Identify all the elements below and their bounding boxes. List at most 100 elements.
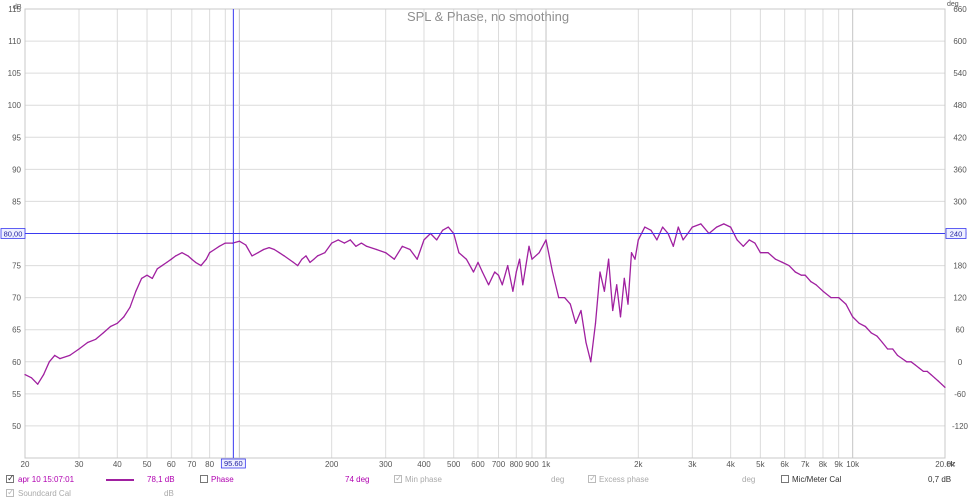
data-point: [324, 252, 326, 254]
spl-series: [24, 223, 946, 388]
data-point: [531, 258, 533, 260]
mic-cal-checkbox[interactable]: [781, 475, 789, 483]
x-tick-label: 40: [113, 460, 122, 469]
y-tick-label: 50: [12, 422, 21, 431]
data-point: [195, 261, 197, 263]
data-point: [501, 284, 503, 286]
data-point: [273, 248, 275, 251]
data-point: [926, 370, 928, 372]
data-point: [677, 226, 679, 228]
min-phase-checkbox[interactable]: [394, 473, 403, 484]
data-point: [146, 274, 148, 276]
spl-phase-chart[interactable]: SPL & Phase, no smoothing 50556065707580…: [0, 0, 975, 469]
data-point: [551, 271, 554, 273]
excess-phase-unit: deg: [742, 475, 756, 484]
data-point: [465, 258, 467, 260]
soundcard-cal-unit: dB: [164, 489, 174, 498]
x-tick-label: 50: [143, 460, 152, 469]
data-point: [129, 306, 131, 308]
data-point: [59, 358, 61, 360]
data-point: [268, 247, 270, 249]
soundcard-cal-checkbox[interactable]: [6, 487, 15, 498]
y2-axis-ticks: -120 -60 0 60 120 180 240 300 360 420 480 540 600 660: [952, 5, 969, 431]
x-tick-label: 700: [492, 460, 506, 469]
data-point: [759, 252, 762, 254]
data-point: [151, 277, 153, 279]
min-phase-label: Min phase: [405, 475, 442, 484]
data-point: [109, 325, 112, 328]
x-tick-label: 2k: [634, 460, 643, 469]
data-point: [612, 309, 614, 312]
y-unit-label: dB: [13, 4, 22, 11]
y2-tick-label: 120: [953, 294, 967, 303]
data-point: [135, 290, 137, 292]
data-point: [360, 242, 362, 244]
crosshair-cursor[interactable]: 80,00 240 95.60: [0, 9, 967, 469]
data-point: [630, 252, 633, 254]
data-point: [906, 361, 908, 363]
data-point: [876, 335, 878, 337]
data-point: [95, 338, 97, 340]
x-tick-label: 800: [510, 460, 524, 469]
cursor-x-label: 95.60: [224, 459, 243, 468]
data-point: [864, 325, 867, 328]
data-point: [375, 248, 378, 251]
data-point: [852, 316, 854, 318]
y-tick-label: 115: [8, 5, 21, 14]
phase-value: 74 deg: [345, 475, 370, 484]
data-point: [822, 290, 824, 292]
legend-bar: apr 10 15:07:01 78,1 dB Phase 74 deg Min…: [0, 469, 975, 502]
data-point: [175, 255, 177, 257]
cursor-y2-label: 240: [950, 230, 963, 239]
y-tick-label: 70: [12, 294, 21, 303]
y2-tick-label: 60: [956, 326, 965, 335]
spl-color-swatch[interactable]: [106, 479, 134, 481]
data-point: [43, 374, 45, 376]
data-point: [191, 258, 193, 260]
x-tick-label: 70: [187, 460, 196, 469]
data-point: [349, 239, 351, 241]
data-point: [187, 255, 189, 257]
data-point: [263, 248, 265, 251]
data-point: [892, 348, 894, 350]
data-point: [569, 303, 571, 305]
data-point: [896, 354, 899, 356]
min-phase-unit: deg: [551, 475, 565, 484]
data-point: [788, 265, 790, 267]
data-point: [401, 245, 403, 247]
data-point: [205, 258, 207, 260]
y2-tick-label: 480: [953, 101, 967, 110]
data-point: [515, 271, 517, 273]
data-point: [800, 274, 802, 276]
data-point: [393, 258, 395, 260]
data-point: [481, 271, 483, 273]
data-point: [436, 239, 438, 241]
data-point: [69, 354, 71, 356]
data-point: [218, 245, 220, 247]
mic-cal-value: 0,7 dB: [928, 475, 952, 484]
data-point: [343, 242, 345, 244]
excess-phase-checkbox[interactable]: [588, 473, 597, 484]
data-point: [30, 377, 33, 379]
data-point: [930, 374, 932, 376]
data-point: [918, 367, 921, 369]
y-tick-label: 60: [12, 358, 21, 367]
data-point: [528, 245, 530, 247]
y-tick-label: 85: [12, 197, 21, 206]
x-tick-label: 200: [325, 460, 339, 469]
x-tick-label: 80: [205, 460, 214, 469]
cursor-y-box: [0, 228, 26, 239]
y2-tick-label: 180: [953, 262, 967, 271]
phase-checkbox[interactable]: [200, 475, 208, 483]
data-point: [650, 229, 652, 231]
data-point: [231, 242, 234, 244]
measurement-checkbox[interactable]: [6, 473, 15, 484]
data-point: [507, 265, 509, 267]
x-tick-label: 400: [417, 460, 431, 469]
data-point: [901, 358, 903, 360]
excess-phase-label: Excess phase: [599, 475, 649, 484]
x-tick-label: 9k: [834, 460, 843, 469]
x-tick-label: 20.0k: [935, 460, 956, 469]
legend-row-measurement: apr 10 15:07:01 78,1 dB Phase 74 deg Min…: [0, 473, 975, 487]
data-point: [662, 226, 664, 228]
